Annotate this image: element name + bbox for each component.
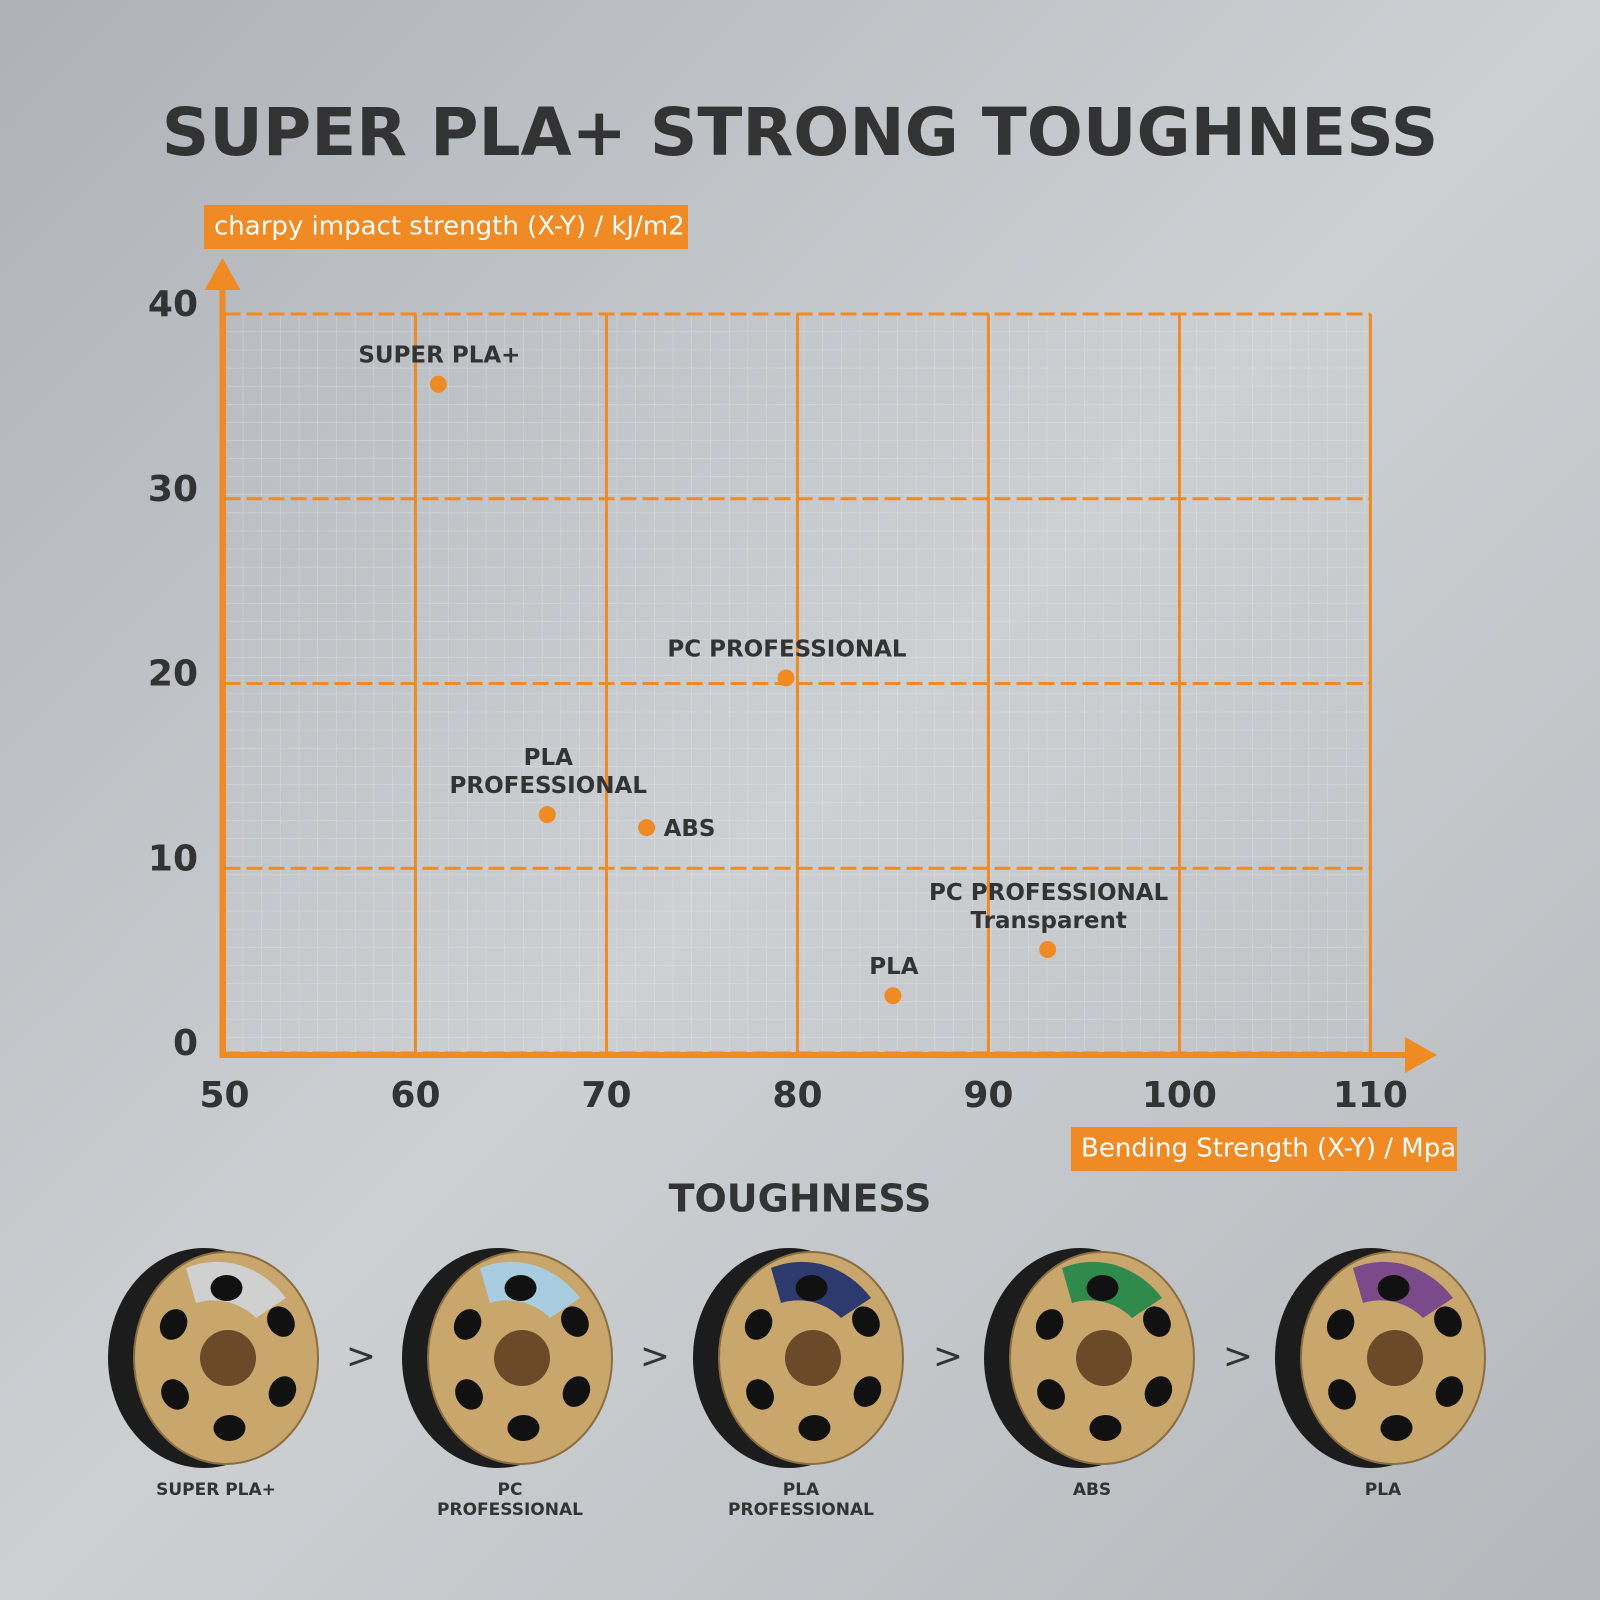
point-label: ABS: [664, 816, 716, 842]
spool-hole: [746, 1379, 774, 1410]
spool-hole: [795, 1275, 828, 1302]
data-point: [777, 669, 795, 687]
spool-hole: [159, 1309, 188, 1340]
spool-hole: [1435, 1376, 1464, 1407]
spool-label-text: PC: [498, 1480, 523, 1500]
data-point: [1039, 941, 1057, 959]
spool-hole: [852, 1306, 880, 1337]
point-label: PLA: [869, 954, 919, 980]
x-tick-label: 50: [199, 1075, 249, 1116]
spool-hole: [1086, 1275, 1119, 1302]
spools: SUPER PLA+ PCPROFESSIONALPLAPROFESSIONALA…: [108, 1248, 1486, 1520]
y-tick-label: 30: [148, 469, 198, 510]
x-tick-label: 110: [1333, 1075, 1408, 1116]
point-label: PC PROFESSIONAL: [929, 880, 1169, 906]
x-tick-label: 80: [772, 1075, 822, 1116]
spool-hole: [744, 1309, 773, 1340]
spool-hole: [1035, 1309, 1064, 1340]
spool-hub: [1076, 1330, 1132, 1386]
spool-hole: [1380, 1414, 1413, 1441]
spool-hole: [1037, 1379, 1065, 1410]
point-label: PLA: [524, 745, 574, 771]
spool-hole: [453, 1309, 482, 1340]
spool-hole: [798, 1414, 831, 1441]
separator: >: [640, 1336, 670, 1377]
spool-hole: [507, 1414, 540, 1441]
y-label-box: [204, 205, 688, 249]
spool-hole: [268, 1376, 297, 1407]
spool-hole: [161, 1379, 189, 1410]
data-point: [638, 819, 656, 837]
point-label: Transparent: [970, 908, 1126, 934]
spool-hole: [561, 1306, 589, 1337]
x-tick-label: 60: [390, 1075, 440, 1116]
x-tick-label: 90: [963, 1075, 1013, 1116]
x-axis-arrow: [1405, 1037, 1437, 1073]
x-axis-label: Bending Strength (X-Y) / Mpa: [1081, 1134, 1456, 1164]
spool-hole: [1434, 1306, 1462, 1337]
spool-hub: [1367, 1330, 1423, 1386]
y-tick-label: 10: [148, 838, 198, 879]
point-label: PROFESSIONAL: [450, 773, 648, 799]
spool-label-text: PROFESSIONAL: [437, 1500, 583, 1520]
spool-hole: [1144, 1376, 1173, 1407]
separator: >: [933, 1336, 963, 1377]
spool-hole: [267, 1306, 295, 1337]
spool-hole: [562, 1376, 591, 1407]
data-point: [884, 987, 902, 1005]
x-tick-label: 100: [1142, 1075, 1217, 1116]
separator: >: [346, 1336, 376, 1377]
spool-hub: [785, 1330, 841, 1386]
spool-label-text: PROFESSIONAL: [728, 1500, 874, 1520]
spool-hole: [853, 1376, 882, 1407]
spool-hole: [213, 1414, 246, 1441]
y-tick-label: 40: [148, 284, 198, 325]
spool-hole: [1328, 1379, 1356, 1410]
x-label-box: [1071, 1127, 1457, 1171]
spool-hole: [1326, 1309, 1355, 1340]
spool-hub: [494, 1330, 550, 1386]
chart-title: SUPER PLA+ STRONG TOUGHNESS: [162, 94, 1439, 171]
spool-label-text: SUPER PLA+: [156, 1480, 276, 1500]
spool-hole: [455, 1379, 483, 1410]
spool-hub: [200, 1330, 256, 1386]
x-tick-label: 70: [581, 1075, 631, 1116]
y-tick-label: 20: [148, 654, 198, 695]
spool-hole: [210, 1275, 243, 1302]
spool-label-text: ABS: [1073, 1480, 1111, 1500]
plot: 0 10 20 30 40 50 60 70 80 90 100 110 SUPER PLA+ PC PR…: [148, 258, 1437, 1116]
point-label: SUPER PLA+: [358, 343, 520, 369]
point-label: PC PROFESSIONAL: [667, 636, 907, 662]
data-point: [429, 375, 447, 393]
spool-hole: [1143, 1306, 1171, 1337]
spool-label-text: PLA: [1365, 1480, 1402, 1500]
y-axis-arrow: [204, 258, 241, 290]
y-axis-label: charpy impact strength (X-Y) / kJ/m2: [214, 212, 685, 242]
spool-hole: [1377, 1275, 1410, 1302]
spool-label-text: PLA: [783, 1480, 820, 1500]
toughness-title: TOUGHNESS: [669, 1177, 932, 1221]
separator: >: [1223, 1336, 1253, 1377]
spool-hole: [504, 1275, 537, 1302]
y-tick-label: 0: [173, 1023, 198, 1064]
data-point: [538, 806, 556, 824]
spool-hole: [1089, 1414, 1122, 1441]
